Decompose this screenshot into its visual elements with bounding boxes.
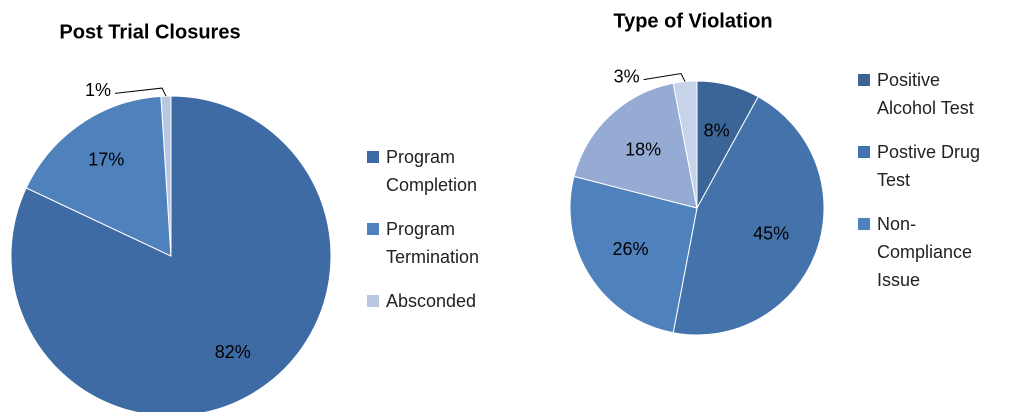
legend-swatch	[367, 295, 379, 307]
pie-slice	[672, 80, 698, 209]
legend-label: Program Completion	[386, 147, 478, 195]
legend-label: Program Termination	[386, 219, 480, 267]
data-label: 26%	[613, 239, 649, 259]
legend: Program Completion Program Termination Abs…	[367, 143, 537, 315]
legend-label: Absconded	[386, 291, 477, 311]
leader-line	[114, 87, 167, 97]
legend-label: Positive Alcohol Test	[877, 70, 974, 118]
data-label: 18%	[625, 139, 661, 159]
pie-slice	[160, 95, 172, 257]
pie-slice	[25, 95, 172, 257]
data-label: 1%	[85, 80, 111, 100]
leader-line	[643, 73, 686, 82]
data-label: 8%	[704, 120, 730, 140]
data-label: 17%	[88, 149, 124, 169]
chart-title: Type of Violation	[613, 10, 772, 32]
legend-swatch	[367, 151, 379, 163]
legend-item: Program Termination	[367, 215, 537, 271]
chart-title: Post Trial Closures	[59, 21, 240, 43]
pie-slice	[569, 175, 698, 334]
data-label: 3%	[614, 66, 640, 86]
legend-item: Absconded	[367, 287, 537, 315]
data-label: 45%	[753, 223, 789, 243]
legend-swatch	[367, 223, 379, 235]
legend: Positive Alcohol Test Postive Drug Test No…	[858, 66, 1003, 294]
legend-swatch	[858, 146, 870, 158]
legend-item: Positive Alcohol Test	[858, 66, 1003, 122]
pie-slice	[672, 96, 825, 336]
legend-swatch	[858, 74, 870, 86]
legend-item: Non-Compliance Issue	[858, 210, 1003, 294]
legend-swatch	[858, 218, 870, 230]
data-label: 82%	[215, 342, 251, 362]
legend-label: Non-Compliance Issue	[877, 214, 973, 290]
legend-item: Postive Drug Test	[858, 138, 1003, 194]
legend-label: Postive Drug Test	[877, 142, 981, 190]
legend-item: Program Completion	[367, 143, 537, 199]
pie-slice	[573, 82, 698, 209]
